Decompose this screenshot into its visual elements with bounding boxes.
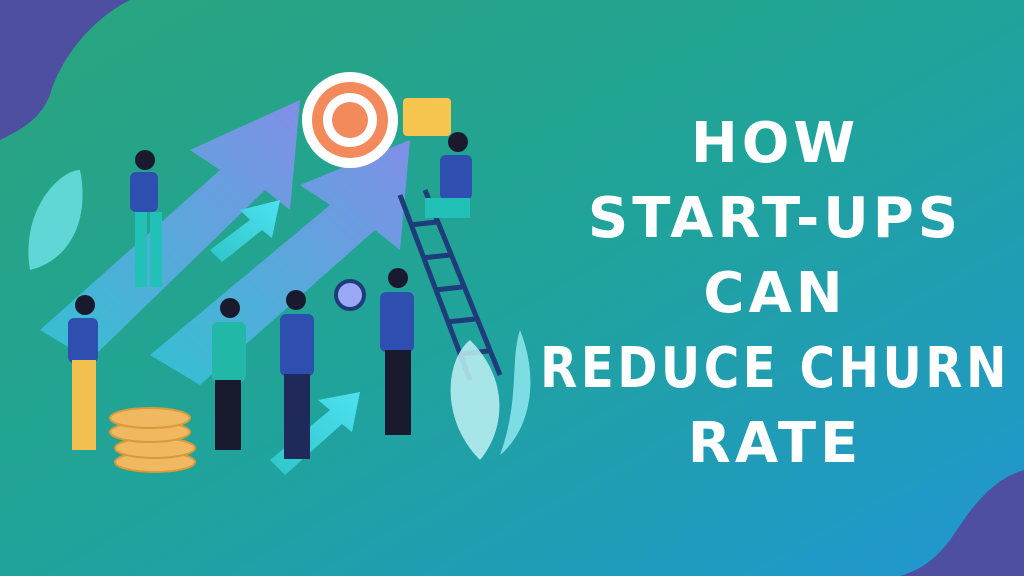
illustration — [28, 72, 531, 475]
leaf — [500, 330, 531, 455]
person — [130, 150, 162, 287]
person — [212, 298, 246, 450]
arrow — [40, 100, 300, 360]
headline-line: START-UPS — [588, 186, 962, 251]
leaf — [450, 340, 500, 460]
person — [280, 290, 314, 459]
headline-line: REDUCE CHURN — [540, 336, 1010, 401]
person — [334, 268, 414, 435]
corner-blob — [900, 470, 1024, 576]
leaf — [28, 170, 83, 270]
person — [425, 132, 472, 218]
headline-line: HOW — [691, 111, 859, 176]
arrow — [210, 200, 280, 262]
headline-line: CAN — [703, 261, 846, 326]
person — [68, 295, 98, 450]
target — [332, 102, 368, 138]
coins — [109, 407, 196, 473]
headline-line: RATE — [688, 411, 863, 476]
corner-blob — [0, 0, 130, 140]
folder — [403, 98, 451, 136]
headline: HOW START-UPS CAN REDUCE CHURN RATE — [540, 111, 1010, 476]
